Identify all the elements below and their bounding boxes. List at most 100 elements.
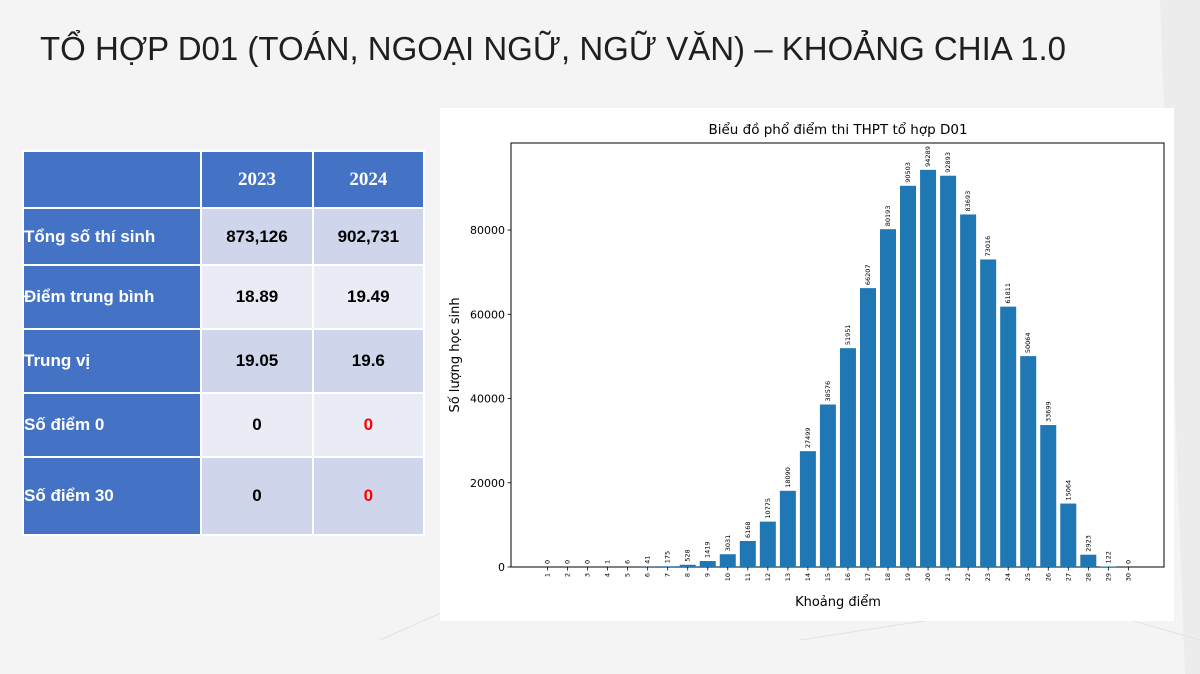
bar-12: [759, 521, 776, 567]
table-header-2024: 2024: [311, 150, 426, 209]
bar-value-label-23: 73016: [984, 236, 992, 257]
bar-13: [779, 490, 796, 567]
chart-svg: Biểu đồ phổ điểm thi THPT tổ hợp D01 Kho…: [448, 121, 1165, 610]
y-tick-label-80000: 80000: [470, 224, 505, 237]
bar-16: [839, 348, 856, 567]
bar-8: [679, 564, 696, 567]
bar-29: [1100, 566, 1117, 567]
table-row-zero-scores: Số điểm 0 0 0: [21, 392, 426, 458]
y-ticks-layer: 0 20000 40000 60000 80000: [470, 224, 511, 574]
bar-value-label-8: 528: [684, 549, 692, 561]
x-tick-label-21: 21: [944, 573, 952, 581]
value-2023: 18.89: [200, 264, 314, 330]
x-tick-label-27: 27: [1064, 573, 1072, 581]
x-tick-label-14: 14: [804, 573, 812, 581]
bar-value-label-27: 15064: [1064, 480, 1072, 501]
row-label: Tổng số thí sinh: [21, 207, 203, 266]
bar-17: [859, 288, 876, 567]
bar-19: [900, 185, 917, 567]
x-tick-label-7: 7: [664, 573, 672, 577]
bar-21: [940, 175, 957, 567]
y-axis-label: Số lượng học sinh: [448, 297, 463, 412]
x-tick-label-4: 4: [604, 573, 612, 577]
bar-value-label-13: 18090: [784, 467, 792, 488]
bar-value-label-20: 94289: [924, 146, 932, 167]
value-2024: 0: [311, 456, 426, 536]
bar-7: [659, 566, 676, 567]
stats-table: 2023 2024 Tổng số thí sinh 873,126 902,7…: [21, 150, 426, 536]
x-ticks-layer: 1 2 3 4 5 6 7 8 9 10 11 12 13 14 15 16 17 18 19 20 21 22 23 24 2…: [544, 567, 1132, 581]
x-tick-label-2: 2: [564, 573, 572, 577]
value-2023: 19.05: [200, 328, 314, 394]
x-tick-label-20: 20: [924, 573, 932, 581]
bar-value-label-30: 0: [1124, 560, 1132, 564]
bar-value-label-25: 50064: [1024, 332, 1032, 353]
bar-value-label-24: 61811: [1004, 283, 1012, 304]
bar-value-label-4: 1: [604, 560, 612, 564]
x-tick-label-9: 9: [704, 573, 712, 577]
value-2024: 19.6: [311, 328, 426, 394]
bar-26: [1040, 425, 1057, 567]
row-label: Trung vị: [21, 328, 203, 394]
bar-value-label-2: 0: [564, 560, 572, 564]
x-tick-label-29: 29: [1104, 573, 1112, 581]
value-2023: 0: [200, 456, 314, 536]
bar-value-label-17: 66207: [864, 264, 872, 285]
x-axis-label: Khoảng điểm: [795, 595, 881, 610]
bar-14: [799, 451, 816, 567]
bar-value-label-29: 122: [1104, 551, 1112, 563]
bar-10: [719, 554, 736, 567]
bar-value-label-21: 92893: [944, 152, 952, 173]
bar-value-label-15: 38576: [824, 381, 832, 402]
bar-value-label-28: 2923: [1084, 535, 1092, 552]
table-row-mean-score: Điểm trung bình 18.89 19.49: [21, 264, 426, 330]
x-tick-label-5: 5: [624, 573, 632, 577]
table-row-thirty-scores: Số điểm 30 0 0: [21, 456, 426, 536]
bar-value-label-11: 6168: [744, 521, 752, 538]
x-tick-label-8: 8: [684, 573, 692, 577]
chart-title: Biểu đồ phổ điểm thi THPT tổ hợp D01: [708, 121, 967, 138]
bar-value-label-1: 0: [544, 560, 552, 564]
bars-layer: 0 0 0 1 6 41 175 528 1419 3031 6168 10775 18090 27499…: [544, 146, 1132, 567]
x-tick-label-26: 26: [1044, 573, 1052, 581]
row-label: Số điểm 30: [21, 456, 203, 536]
x-tick-label-30: 30: [1124, 573, 1132, 581]
table-header-blank: [21, 150, 203, 209]
bar-value-label-18: 80193: [884, 206, 892, 227]
x-tick-label-16: 16: [844, 573, 852, 581]
row-label: Điểm trung bình: [21, 264, 203, 330]
x-tick-label-23: 23: [984, 573, 992, 581]
bar-value-label-5: 6: [624, 560, 632, 564]
x-tick-label-12: 12: [764, 573, 772, 581]
bar-11: [739, 541, 756, 567]
bar-25: [1020, 356, 1037, 567]
value-2023: 0: [200, 392, 314, 458]
x-tick-label-28: 28: [1084, 573, 1092, 581]
bar-value-label-7: 175: [664, 551, 672, 563]
value-2024: 0: [311, 392, 426, 458]
bar-value-label-9: 1419: [704, 541, 712, 558]
slide-title: TỔ HỢP D01 (TOÁN, NGOẠI NGỮ, NGỮ VĂN) – …: [40, 30, 1066, 67]
x-tick-label-13: 13: [784, 573, 792, 581]
bar-value-label-3: 0: [584, 560, 592, 564]
x-tick-label-22: 22: [964, 573, 972, 581]
x-tick-label-24: 24: [1004, 573, 1012, 581]
bar-value-label-22: 83693: [964, 191, 972, 212]
bar-22: [960, 214, 977, 567]
y-tick-label-60000: 60000: [470, 308, 505, 321]
bar-27: [1060, 503, 1077, 567]
x-tick-label-3: 3: [584, 573, 592, 577]
y-tick-label-20000: 20000: [470, 477, 505, 490]
x-tick-label-18: 18: [884, 573, 892, 581]
table-header-2023: 2023: [200, 150, 314, 209]
x-tick-label-6: 6: [644, 573, 652, 577]
bar-23: [980, 259, 997, 567]
bar-value-label-6: 41: [644, 556, 652, 564]
bar-value-label-26: 33699: [1044, 401, 1052, 422]
bar-value-label-16: 51951: [844, 324, 852, 345]
value-2024: 902,731: [311, 207, 426, 266]
bar-15: [819, 404, 836, 567]
bar-28: [1080, 554, 1097, 567]
value-2024: 19.49: [311, 264, 426, 330]
y-tick-label-0: 0: [498, 561, 505, 574]
